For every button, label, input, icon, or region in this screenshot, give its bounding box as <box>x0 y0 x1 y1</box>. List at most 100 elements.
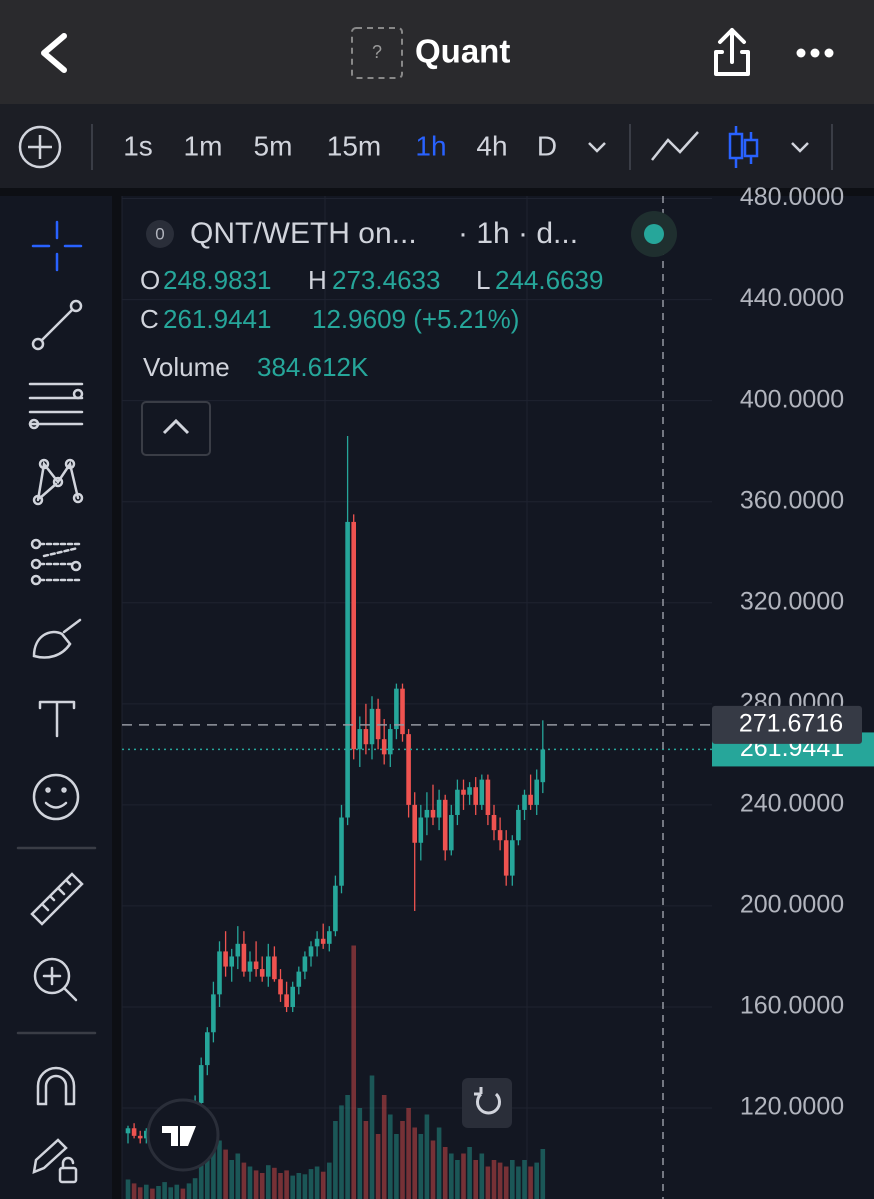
legend-value: 244.6639 <box>495 265 603 295</box>
candle-body <box>485 779 491 815</box>
share-button[interactable] <box>714 28 750 76</box>
candle-body <box>229 956 234 967</box>
brush-tool[interactable] <box>32 618 82 659</box>
candle-body <box>278 979 283 995</box>
text-tool[interactable] <box>38 700 76 738</box>
interval-group: 1s 1m 5m 15m 1h 4h D <box>123 130 557 161</box>
candle-body <box>296 971 302 987</box>
candle-body <box>406 734 411 805</box>
chart-type-dropdown[interactable] <box>791 142 809 153</box>
volume-bar <box>253 1170 259 1199</box>
candle-body <box>125 1128 131 1134</box>
volume-bar <box>150 1188 155 1199</box>
toolbar <box>0 104 874 188</box>
candle-body <box>534 779 539 805</box>
candle-body <box>418 817 424 843</box>
token-icon <box>351 27 403 79</box>
candle-body <box>235 943 241 957</box>
volume-bar <box>162 1182 167 1199</box>
collapse-legend-button[interactable] <box>141 401 211 456</box>
volume-bar <box>388 1114 393 1199</box>
candle-chart-button[interactable] <box>728 126 759 168</box>
interval-button[interactable]: 15m <box>327 130 381 161</box>
volume-bar <box>174 1184 180 1199</box>
candle-body <box>363 729 369 745</box>
emoji-tool[interactable] <box>32 773 80 821</box>
candle-body <box>339 817 344 886</box>
volume-bar <box>235 1153 241 1199</box>
volume-bar <box>211 1147 216 1199</box>
prediction-tool[interactable] <box>30 538 82 586</box>
volume-bar <box>314 1166 320 1199</box>
volume-bar <box>125 1179 131 1199</box>
volume-bar <box>217 1140 222 1199</box>
volume-bar <box>449 1153 454 1199</box>
legend-value: 273.4633 <box>332 265 440 295</box>
legend-value: 261.9441 <box>163 304 271 334</box>
tradingview-logo[interactable] <box>146 1098 220 1172</box>
volume-bar <box>491 1160 497 1199</box>
volume-bar <box>357 1108 363 1199</box>
more-button[interactable] <box>796 48 834 58</box>
volume-bar <box>351 945 356 1199</box>
volume-bar <box>540 1149 546 1199</box>
reset-button[interactable] <box>462 1078 512 1128</box>
volume-bar <box>266 1165 271 1199</box>
legend-badge <box>146 220 174 248</box>
interval-label: · 1h · d... <box>458 217 578 250</box>
pattern-tool[interactable] <box>32 458 84 506</box>
back-button[interactable] <box>41 33 67 73</box>
volume-bar <box>442 1147 448 1199</box>
volume-bar <box>400 1121 405 1199</box>
volume-bar <box>436 1127 442 1199</box>
volume-bar <box>522 1160 527 1199</box>
volume-bar <box>345 1095 350 1199</box>
candle-body <box>259 969 265 977</box>
candle-body <box>308 946 314 957</box>
reset-icon <box>474 1087 501 1115</box>
zoom-tool[interactable] <box>33 957 78 1002</box>
volume-bar <box>479 1153 485 1199</box>
volume-bar <box>503 1166 509 1199</box>
line-chart-button[interactable] <box>651 131 699 161</box>
candle-body <box>503 840 509 876</box>
interval-button[interactable]: 1m <box>184 130 223 161</box>
panel-gap <box>112 196 122 1199</box>
add-button[interactable] <box>18 125 62 169</box>
interval-dropdown[interactable] <box>588 142 606 153</box>
candle-body <box>497 830 503 841</box>
volume-bar <box>528 1166 533 1199</box>
volume-bar <box>302 1174 308 1199</box>
candle-body <box>137 1135 143 1139</box>
lock-draw-tool[interactable] <box>32 1138 78 1184</box>
volume-bar <box>241 1162 247 1199</box>
volume-bar <box>412 1127 417 1199</box>
candle-body <box>253 961 259 970</box>
crosshair-tool[interactable] <box>31 220 83 272</box>
y-tick-label: 480.0000 <box>740 183 844 211</box>
interval-button[interactable]: 5m <box>254 130 293 161</box>
legend-key: H <box>308 265 327 295</box>
trend-line-tool[interactable] <box>31 299 83 351</box>
interval-button[interactable]: 1s <box>123 130 153 161</box>
candle-body <box>241 943 247 972</box>
crosshair-price-label: 271.6716 <box>739 709 843 737</box>
divider <box>0 188 874 196</box>
volume-bar <box>394 1134 399 1199</box>
interval-button[interactable]: D <box>537 130 557 161</box>
magnet-tool[interactable] <box>36 1066 76 1106</box>
fib-tool[interactable] <box>28 382 84 430</box>
volume-bar <box>284 1170 289 1199</box>
y-tick-label: 360.0000 <box>740 486 844 514</box>
interval-button[interactable]: 1h <box>415 130 446 161</box>
interval-button[interactable]: 4h <box>476 130 507 161</box>
volume-bar <box>473 1160 478 1199</box>
ruler-tool[interactable] <box>30 872 84 926</box>
candle-body <box>211 994 216 1033</box>
volume-bar <box>339 1105 344 1199</box>
candle-body <box>455 789 460 815</box>
volume-bar <box>180 1188 186 1199</box>
plot <box>122 436 712 1199</box>
